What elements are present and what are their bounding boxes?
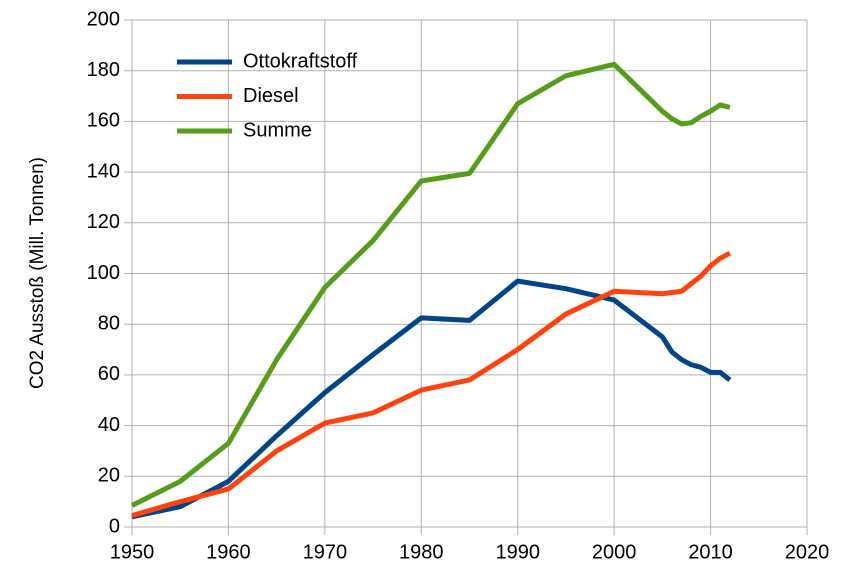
y-tick-label: 20	[98, 465, 120, 487]
y-tick-label: 140	[87, 160, 120, 182]
y-tick-label: 0	[109, 515, 120, 537]
y-tick-label: 40	[98, 414, 120, 436]
y-tick-label: 160	[87, 110, 120, 132]
y-tick-label: 80	[98, 312, 120, 334]
x-tick-label: 1970	[303, 541, 348, 563]
series-line	[131, 251, 732, 518]
y-tick-label: 120	[87, 211, 120, 233]
x-tick-label: 2020	[785, 541, 830, 563]
legend-label: Diesel	[243, 85, 299, 107]
y-axis-label: CO2 Ausstoß (Mill. Tonnen)	[27, 157, 48, 389]
y-tick-label: 60	[98, 363, 120, 385]
series-line	[131, 278, 732, 520]
x-tick-label: 2010	[688, 541, 733, 563]
x-tick-label: 1960	[206, 541, 251, 563]
y-tick-label: 180	[87, 59, 120, 81]
x-tick-label: 1950	[110, 541, 155, 563]
x-tick-label: 2000	[592, 541, 637, 563]
y-tick-label: 200	[87, 8, 120, 30]
legend-label: Ottokraftstoff	[243, 50, 358, 72]
y-tick-label: 100	[87, 262, 120, 284]
legend-label: Summe	[243, 119, 312, 141]
x-tick-label: 1990	[495, 541, 540, 563]
series-line	[130, 61, 731, 508]
x-tick-label: 1980	[399, 541, 444, 563]
